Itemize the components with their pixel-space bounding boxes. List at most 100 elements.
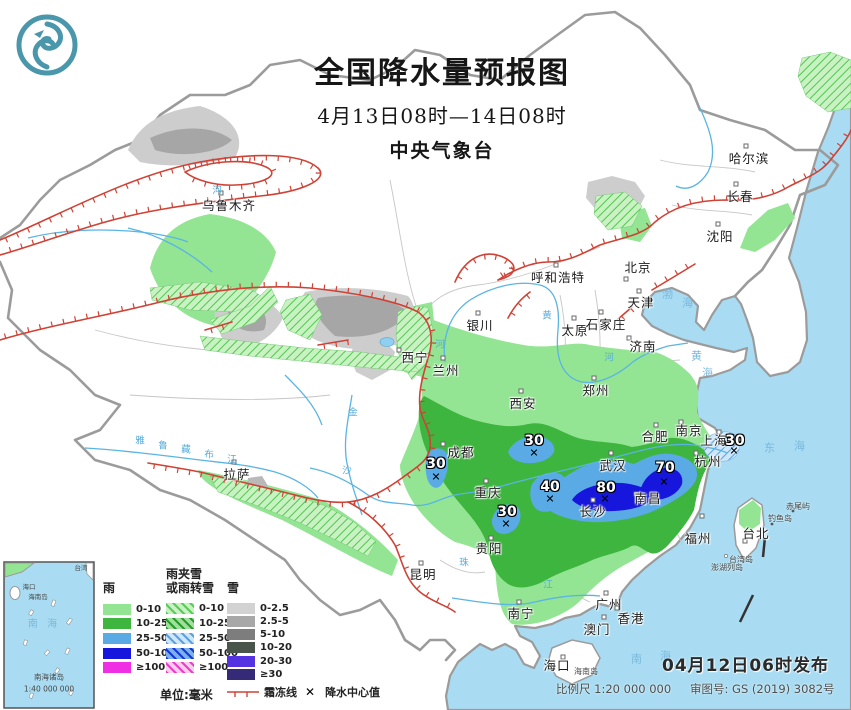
legend-swatch: [227, 629, 255, 641]
sea-name-label: 东: [764, 441, 776, 455]
city-label: 成都: [447, 444, 475, 460]
legend-swatch: [227, 602, 255, 614]
precip-center-mark: ✕: [729, 444, 739, 458]
river-name-label: 雅: [135, 435, 145, 447]
legend-row: 2.5-5: [227, 615, 292, 628]
legend-column-title: 雨夹雪 或雨转雪: [166, 567, 215, 595]
legend-column-title: 雨: [103, 581, 116, 595]
legend-swatch: [103, 618, 131, 630]
city-label: 呼和浩特: [530, 269, 586, 285]
legend-swatch: [227, 642, 255, 654]
city-label: 石家庄: [585, 316, 627, 332]
legend-range-label: ≥30: [260, 668, 283, 680]
city-label: 重庆: [474, 484, 502, 500]
sea-name-label: 海: [794, 439, 806, 453]
city-marker: [623, 276, 629, 282]
city-label: 太原: [561, 322, 589, 338]
city-marker: [571, 315, 577, 321]
city-label: 北京: [624, 259, 652, 275]
legend-row: 20-30: [227, 655, 292, 668]
forecast-period: 4月13日08时—14日08时: [317, 104, 567, 128]
legend-range-label: 10-20: [260, 642, 292, 654]
rivers: [27, 107, 728, 606]
city-label: 澳门: [583, 621, 611, 637]
legend-swatch: [227, 668, 255, 680]
river-name-label: 江: [227, 454, 237, 466]
precip-center-value: 30: [524, 433, 544, 449]
legend-range-label: 0-10: [136, 603, 162, 615]
legend-swatch: [166, 603, 194, 615]
inset-label: 海南岛: [28, 592, 48, 601]
river-name-label: 藏: [181, 444, 191, 456]
city-marker: [678, 419, 684, 425]
legend-swatch: [103, 662, 131, 674]
precip-center-mark: ✕: [600, 492, 610, 506]
national-border: [0, 10, 840, 662]
inset-label: 台湾: [74, 563, 88, 572]
sea-name-label: 黄: [691, 349, 703, 363]
city-marker: [715, 221, 721, 227]
inset-label: 1:40 000 000: [23, 684, 75, 694]
qinghai-lake: [379, 337, 395, 347]
river-name-label: 黄: [542, 310, 552, 322]
inset-label: 海口: [22, 582, 36, 591]
river-name-label: 沙: [342, 465, 352, 477]
legend-range-label: ≥100: [199, 662, 229, 674]
city-label: 昆明: [409, 566, 437, 582]
legend-range-label: 50-100: [199, 647, 238, 659]
agency-name: 中央气象台: [389, 140, 495, 162]
city-label: 长春: [726, 188, 754, 204]
legend-range-label: 2.5-5: [260, 616, 289, 628]
city-label: 合肥: [641, 428, 669, 444]
city-marker: [742, 538, 748, 544]
legend-symbols: 霜冻线 ✕ 降水中心值: [226, 684, 386, 700]
legend-row: 25-50: [166, 631, 238, 646]
inset-label: 南海诸岛: [34, 672, 64, 682]
penghu-islet: [724, 554, 728, 558]
legend-range-label: 25-50: [136, 633, 168, 645]
river-name-label: 金: [348, 407, 358, 419]
city-label: 上海: [700, 432, 728, 448]
legend-swatch: [103, 603, 131, 615]
legend-range-label: 0-10: [199, 603, 225, 615]
city-marker: [603, 590, 609, 596]
sleet-25-50-shanghai-patch: [703, 431, 741, 462]
city-marker: [475, 310, 481, 316]
city-marker: [516, 599, 522, 605]
legend-row: 0-2.5: [227, 602, 292, 615]
precip-center-value: 80: [596, 480, 616, 496]
frost-line-icon: [227, 691, 259, 697]
legend-row: 10-20: [227, 641, 292, 654]
city-marker: [636, 288, 642, 294]
sleet-regions: [149, 51, 851, 557]
city-label: 台北: [742, 525, 770, 541]
legend-swatch: [166, 647, 194, 659]
title-block: 全国降水量预报图 4月13日08时—14日08时 中央气象台: [262, 48, 622, 163]
city-marker: [553, 262, 559, 268]
legend-row: 10-25: [166, 616, 238, 631]
center-value-icon: ✕: [305, 685, 316, 699]
river-name-label: 江: [543, 579, 553, 591]
frost-lines: [0, 129, 851, 613]
sea-name-label: 海: [702, 366, 714, 380]
legend-row: ≥100: [103, 661, 175, 676]
city-label: 海口: [543, 657, 571, 673]
legend-range-label: 20-30: [260, 655, 292, 667]
legend-row: 5-10: [227, 628, 292, 641]
city-label: 济南: [629, 338, 657, 354]
legend-column: 雨夹雪 或雨转雪 0-10 10-25 25-50 50-100 ≥100: [166, 567, 238, 675]
city-marker: [743, 143, 749, 149]
legend-range-label: 0-2.5: [260, 602, 289, 614]
precip-center-mark: ✕: [545, 492, 555, 506]
city-marker: [396, 347, 402, 353]
legend-swatch: [166, 618, 194, 630]
legend-row: 0-10: [103, 602, 175, 617]
precip-center-value: 40: [540, 479, 560, 495]
river-name-label: 珠: [459, 557, 469, 569]
legend-row: ≥30: [227, 668, 292, 681]
legend-range-label: ≥100: [136, 662, 166, 674]
map-scale: 比例尺 1:20 000 000: [556, 682, 672, 696]
city-label: 南昌: [634, 490, 662, 506]
precip-center-mark: ✕: [501, 517, 511, 531]
legend-range-label: 10-25: [136, 618, 168, 630]
